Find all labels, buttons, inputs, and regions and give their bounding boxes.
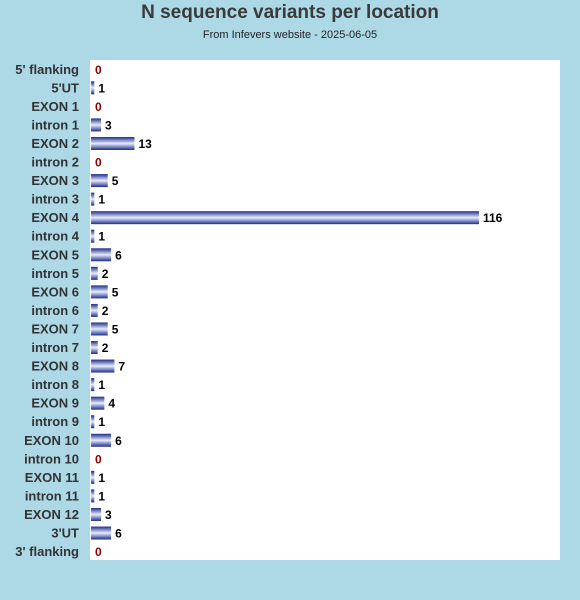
bar-intron-7	[91, 341, 98, 355]
value-label-intron-6: 2	[102, 304, 109, 318]
value-label-exon-9: 4	[108, 397, 115, 411]
value-label-exon-8: 7	[118, 360, 125, 374]
chart-title: N sequence variants per location	[141, 2, 439, 23]
category-label-intron-4: intron 4	[31, 229, 79, 244]
category-label-exon-4: EXON 4	[31, 210, 79, 225]
category-label-intron-3: intron 3	[31, 192, 79, 207]
value-label-5-flanking: 0	[95, 63, 102, 77]
bar-exon-4	[91, 211, 479, 225]
plot-area	[90, 60, 560, 560]
value-label-intron-4: 1	[98, 230, 105, 244]
category-label-exon-10: EXON 10	[24, 433, 79, 448]
category-label-exon-6: EXON 6	[31, 284, 79, 299]
category-label-intron-9: intron 9	[31, 414, 79, 429]
value-label-intron-9: 1	[98, 415, 105, 429]
bar-exon-9	[91, 396, 105, 410]
category-label-intron-8: intron 8	[31, 377, 79, 392]
bar-intron-4	[91, 229, 95, 243]
value-label-3-ut: 6	[115, 527, 122, 541]
value-label-exon-2: 13	[138, 137, 152, 151]
category-label-exon-5: EXON 5	[31, 247, 79, 262]
bar-intron-1	[91, 118, 102, 132]
bar-exon-11	[91, 470, 95, 484]
value-label-intron-3: 1	[98, 193, 105, 207]
bar-3-ut	[91, 526, 112, 540]
value-label-5-ut: 1	[98, 81, 105, 95]
bar-intron-3	[91, 192, 95, 206]
value-label-intron-11: 1	[98, 489, 105, 503]
value-label-exon-5: 6	[115, 248, 122, 262]
bar-intron-11	[91, 489, 95, 503]
value-label-intron-5: 2	[102, 267, 109, 281]
bar-intron-9	[91, 415, 95, 429]
category-label-intron-10: intron 10	[24, 451, 79, 466]
category-label-intron-7: intron 7	[31, 340, 79, 355]
bar-exon-2	[91, 136, 135, 150]
category-label-exon-9: EXON 9	[31, 396, 79, 411]
value-label-exon-7: 5	[112, 322, 119, 336]
category-label-5-flanking: 5' flanking	[15, 62, 79, 77]
value-label-exon-6: 5	[112, 285, 119, 299]
value-label-intron-2: 0	[95, 156, 102, 170]
category-label-intron-5: intron 5	[31, 266, 79, 281]
value-label-exon-1: 0	[95, 100, 102, 114]
category-label-exon-1: EXON 1	[31, 99, 79, 114]
category-label-exon-2: EXON 2	[31, 136, 79, 151]
category-label-exon-11: EXON 11	[25, 470, 79, 485]
bar-exon-8	[91, 359, 115, 373]
bar-exon-6	[91, 285, 108, 299]
value-label-exon-4: 116	[483, 211, 503, 225]
value-label-exon-3: 5	[112, 174, 119, 188]
category-label-intron-1: intron 1	[31, 117, 79, 132]
bar-exon-10	[91, 433, 112, 447]
bar-intron-6	[91, 303, 98, 317]
category-label-3-flanking: 3' flanking	[15, 544, 79, 559]
value-label-exon-12: 3	[105, 508, 112, 522]
category-label-exon-3: EXON 3	[31, 173, 79, 188]
bar-5-ut	[91, 81, 95, 95]
category-label-intron-6: intron 6	[31, 303, 79, 318]
bar-exon-5	[91, 248, 112, 262]
value-label-3-flanking: 0	[95, 545, 102, 559]
category-label-5-ut: 5'UT	[51, 80, 79, 95]
category-label-exon-12: EXON 12	[24, 507, 79, 522]
bar-intron-5	[91, 266, 98, 280]
chart-subtitle: From Infevers website - 2025-06-05	[202, 29, 378, 41]
value-label-intron-10: 0	[95, 452, 102, 466]
value-label-exon-10: 6	[115, 434, 122, 448]
bar-exon-3	[91, 174, 108, 188]
value-label-intron-8: 1	[98, 378, 105, 392]
category-label-3-ut: 3'UT	[51, 526, 79, 541]
bar-exon-12	[91, 507, 102, 521]
category-label-intron-2: intron 2	[31, 155, 79, 170]
category-label-exon-7: EXON 7	[31, 321, 79, 336]
value-label-intron-7: 2	[102, 341, 109, 355]
bars	[91, 81, 479, 540]
value-label-exon-11: 1	[98, 471, 105, 485]
category-label-exon-8: EXON 8	[31, 359, 79, 374]
bar-intron-8	[91, 378, 95, 392]
category-labels: 5' flanking 5'UT EXON 1 intron 1 EXON 2 intro…	[15, 62, 80, 559]
category-label-intron-11: intron 11	[25, 488, 79, 503]
value-label-intron-1: 3	[105, 118, 112, 132]
bar-exon-7	[91, 322, 108, 336]
